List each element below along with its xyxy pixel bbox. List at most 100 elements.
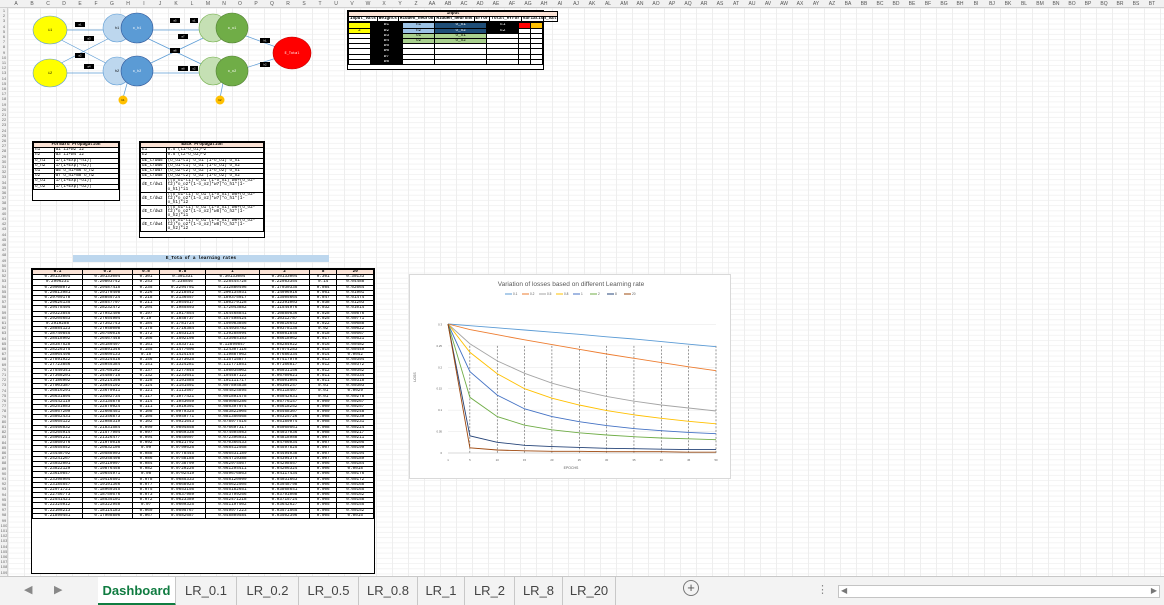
row-header[interactable]: 104 [0, 543, 8, 549]
column-header[interactable]: R [286, 1, 290, 7]
loss-chart[interactable]: Variation of losses based on different L… [409, 274, 731, 479]
row-header[interactable]: 33 [1, 174, 7, 180]
row-header[interactable]: 68 [1, 356, 7, 362]
row-header[interactable]: 81 [1, 424, 7, 429]
row-header[interactable]: 49 [1, 257, 7, 263]
column-header[interactable]: AV [764, 1, 772, 7]
column-header[interactable]: BE [908, 1, 916, 7]
formula-label[interactable]: dE_t/dw4 [140, 218, 167, 233]
row-header[interactable]: 107 [0, 559, 8, 565]
column-header[interactable]: BT [1148, 1, 1156, 7]
column-header[interactable]: AG [524, 1, 532, 7]
row-header[interactable]: 20 [1, 106, 7, 112]
column-header[interactable]: AQ [684, 1, 692, 7]
row-header[interactable]: 87 [1, 455, 7, 461]
formula-cell[interactable]: ((o_o1-t1)*o_o1*(1-o_o1)*w5+(o_o2-t2)*o_… [165, 191, 265, 206]
column-header[interactable]: S [302, 1, 306, 7]
column-header[interactable]: AA [428, 1, 436, 7]
formula-cell[interactable]: ((o_o1-t1)*o_o1*(1-o_o1)*w5+(o_o2-t2)*o_… [165, 178, 265, 193]
row-header[interactable]: 14 [1, 75, 7, 81]
row-header[interactable]: 83 [1, 434, 7, 440]
loss-cell[interactable]: 0.067 [131, 512, 161, 520]
row-header[interactable]: 7 [2, 39, 6, 45]
next-sheet-button[interactable]: ▶ [54, 584, 63, 596]
formula-cell[interactable]: ((o_o1-t1)*o_o1*(1-o_o1)*w6+(o_o2-t2)*o_… [165, 218, 265, 233]
column-header[interactable]: AL [604, 1, 612, 7]
formula-cell[interactable]: (o_o2-t2)*o_o2*(1-o_o2)*o_h2 [165, 173, 265, 180]
row-header[interactable]: 61 [1, 320, 7, 325]
column-header[interactable]: BH [956, 1, 964, 7]
row-header[interactable]: 55 [1, 288, 7, 294]
row-header[interactable]: 92 [1, 481, 7, 487]
row-header[interactable]: 8 [2, 44, 6, 50]
row-header[interactable]: 32 [1, 169, 7, 175]
row-header[interactable]: 89 [1, 465, 7, 471]
row-header[interactable]: 45 [1, 236, 7, 242]
row-header[interactable]: 66 [1, 346, 7, 351]
row-header[interactable]: 62 [1, 325, 7, 331]
row-header[interactable]: 84 [1, 439, 7, 445]
row-header[interactable]: 21 [1, 112, 7, 117]
column-header[interactable]: W [365, 1, 371, 7]
row-header[interactable]: 9 [2, 49, 6, 55]
row-header[interactable]: 42 [1, 221, 7, 227]
row-header[interactable]: 96 [1, 502, 7, 507]
formula-label[interactable]: dE_t/dw8 [140, 173, 167, 180]
column-header[interactable]: AZ [828, 1, 836, 7]
formula-label[interactable]: dE_t/dw6 [140, 162, 167, 169]
row-header[interactable]: 101 [0, 528, 8, 533]
row-header[interactable]: 48 [1, 252, 7, 258]
row-header[interactable]: 99 [1, 517, 7, 523]
row-header[interactable]: 94 [1, 491, 7, 497]
row-header[interactable]: 93 [1, 486, 7, 492]
column-header[interactable]: AE [492, 1, 500, 7]
column-header[interactable]: AN [636, 1, 644, 7]
row-header[interactable]: 2 [2, 13, 6, 19]
column-header[interactable]: L [190, 1, 194, 7]
input-val-cell[interactable] [348, 58, 371, 65]
add-sheet-button[interactable]: + [683, 580, 699, 596]
sheet-tab[interactable]: LR_8 [515, 577, 563, 605]
column-header[interactable]: A [14, 1, 18, 7]
sheet-tab[interactable]: LR_0.1 [176, 577, 237, 605]
column-header[interactable]: BD [892, 1, 900, 7]
row-header[interactable]: 22 [1, 117, 7, 123]
column-header[interactable]: O [238, 1, 242, 7]
row-header[interactable]: 75 [1, 392, 7, 398]
row-header[interactable]: 100 [0, 522, 8, 528]
column-header[interactable]: BJ [989, 1, 995, 7]
column-header[interactable]: AD [476, 1, 484, 7]
row-header[interactable]: 102 [0, 533, 8, 539]
column-header[interactable]: I [143, 1, 145, 7]
row-header[interactable]: 106 [0, 554, 8, 559]
row-header[interactable]: 78 [1, 408, 7, 414]
row-header[interactable]: 70 [1, 366, 7, 372]
row-header[interactable]: 74 [1, 387, 7, 393]
column-header[interactable]: AK [588, 1, 596, 7]
row-header[interactable]: 10 [1, 54, 7, 60]
row-header[interactable]: 11 [1, 60, 7, 65]
row-header[interactable]: 64 [1, 335, 7, 341]
sheet-tab[interactable]: LR_0.5 [299, 577, 359, 605]
row-header[interactable]: 34 [1, 179, 7, 185]
loss-cell[interactable]: 0.048809584 [204, 512, 261, 520]
column-header[interactable]: AC [460, 1, 468, 7]
column-header[interactable]: AH [540, 1, 548, 7]
column-header[interactable]: X [382, 1, 386, 7]
row-header[interactable]: 17 [1, 91, 7, 97]
sheet-tab[interactable]: Dashboard [98, 577, 176, 605]
row-header[interactable]: 80 [1, 418, 7, 424]
row-header[interactable]: 16 [1, 86, 7, 91]
column-header[interactable]: BR [1116, 1, 1124, 7]
row-header[interactable]: 71 [1, 372, 7, 377]
column-header[interactable]: H [126, 1, 130, 7]
row-header[interactable]: 15 [1, 80, 7, 86]
row-header[interactable]: 85 [1, 444, 7, 450]
row-header[interactable]: 43 [1, 226, 7, 232]
loss-cell[interactable]: 0.005 [308, 512, 338, 520]
row-header[interactable]: 40 [1, 210, 7, 216]
row-header[interactable]: 24 [1, 127, 7, 133]
row-header[interactable]: 57 [1, 299, 7, 305]
row-header[interactable]: 5 [2, 28, 6, 34]
row-header[interactable]: 58 [1, 304, 7, 310]
